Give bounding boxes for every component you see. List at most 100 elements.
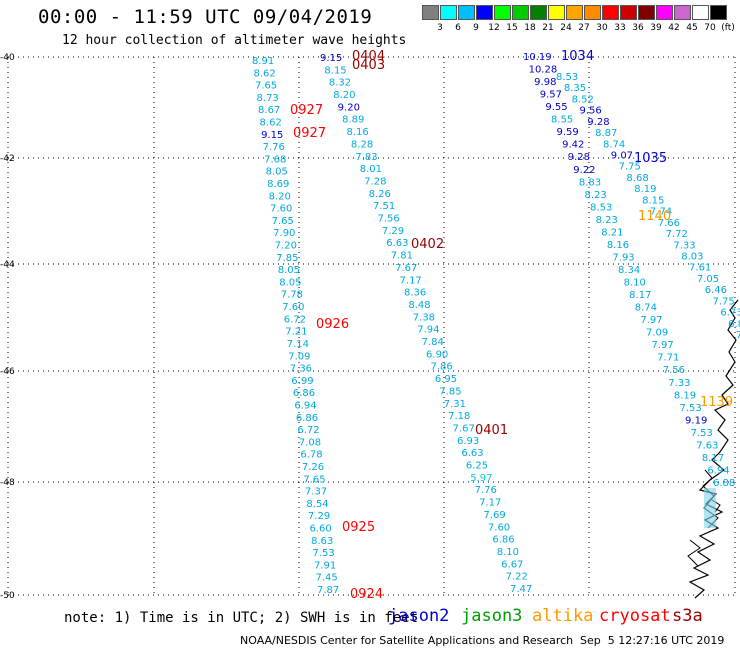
swh-reading: 7.75 — [713, 296, 735, 307]
swh-reading: 7.37 — [305, 487, 327, 498]
swh-reading: 6.67 — [501, 559, 523, 570]
swh-reading: 8.01 — [360, 164, 382, 175]
swh-reading: 6.81 — [728, 319, 740, 330]
swh-reading: 8.05 — [279, 277, 301, 288]
color-scale-label: 33 — [614, 23, 626, 33]
swh-reading: 8.19 — [634, 184, 656, 195]
swh-reading: 8.32 — [329, 78, 351, 89]
swh-reading: 8.53 — [556, 72, 578, 83]
swh-reading: 7.20 — [275, 241, 297, 252]
swh-reading: 7.68 — [264, 154, 286, 165]
swh-reading: 6.60 — [309, 523, 331, 534]
swh-reading: 7.29 — [382, 226, 404, 237]
swh-reading: 8.17 — [629, 290, 651, 301]
color-swatch — [530, 5, 547, 20]
map-subtitle: 12 hour collection of altimeter wave hei… — [62, 33, 407, 48]
swh-reading: 6.25 — [466, 461, 488, 472]
wave-height-map[interactable]: -90-87-84-81-78-75-40-42-44-46-48-508.91… — [0, 0, 740, 605]
swh-reading: 8.23 — [584, 190, 606, 201]
swh-reading: 7.63 — [696, 440, 718, 451]
lat-tick-label: -42 — [0, 154, 15, 164]
swh-reading: 7.75 — [619, 162, 641, 173]
swh-reading: 7.47 — [510, 584, 532, 595]
swh-reading: 9.59 — [557, 127, 579, 138]
legend-jason2: jason2 — [388, 606, 450, 626]
swh-reading: 7.60 — [488, 522, 510, 533]
swh-reading: 8.62 — [260, 118, 282, 129]
color-swatch — [494, 5, 511, 20]
swh-reading: 7.38 — [413, 312, 435, 323]
swh-reading: 9.28 — [587, 117, 609, 128]
color-swatch — [458, 5, 475, 20]
lat-tick-label: -46 — [0, 367, 15, 377]
swh-reading: 6.63 — [386, 238, 408, 249]
swh-reading: 8.23 — [596, 215, 618, 226]
generated-timestamp: Sep 5 12:27:16 UTC 2019 — [580, 634, 725, 647]
swh-reading: 7.26 — [302, 462, 324, 473]
pass-time-label: 0404 — [352, 49, 385, 64]
color-swatch — [692, 5, 709, 20]
swh-reading: 7.61 — [689, 263, 711, 274]
swh-reading: 6.63 — [461, 448, 483, 459]
pass-time-label: 0401 — [475, 423, 508, 438]
legend-altika: altika — [532, 606, 594, 626]
swh-reading: 7.53 — [312, 548, 334, 559]
swh-reading: 8.10 — [624, 278, 646, 289]
lat-tick-label: -44 — [0, 260, 15, 270]
legend-cryosat: cryosat — [599, 606, 671, 626]
swh-reading: 8.17 — [702, 453, 724, 464]
swh-reading: 8.05 — [266, 167, 288, 178]
swh-reading: 8.62 — [254, 68, 276, 79]
swh-reading: 8.28 — [351, 139, 373, 150]
swh-reading: 8.74 — [603, 139, 625, 150]
swh-reading: 6.90 — [426, 349, 448, 360]
swh-reading: 7.91 — [314, 560, 336, 571]
swh-reading: 8.15 — [642, 195, 664, 206]
color-scale-label: 27 — [578, 23, 590, 33]
swh-reading: 7.08 — [299, 437, 321, 448]
color-scale-label: 6 — [455, 23, 461, 33]
swh-reading: 6.86 — [293, 388, 315, 399]
color-scale-label: 21 — [542, 23, 554, 33]
color-scale-label: 24 — [560, 23, 572, 33]
swh-reading: 6.88 — [713, 478, 735, 489]
swh-reading: 8.36 — [404, 288, 426, 299]
color-swatch — [512, 5, 529, 20]
swh-reading: 8.73 — [257, 93, 279, 104]
swh-reading: 9.20 — [338, 102, 360, 113]
swh-reading: 6.95 — [435, 374, 457, 385]
swh-reading: 7.56 — [377, 214, 399, 225]
swh-reading: 6.86 — [296, 413, 318, 424]
swh-reading: 6.99 — [291, 376, 313, 387]
pass-time-label: 0926 — [316, 317, 349, 332]
swh-reading: 6.72 — [297, 425, 319, 436]
swh-reading: 8.67 — [258, 105, 280, 116]
color-scale-label: 45 — [686, 23, 698, 33]
swh-reading: 7.29 — [308, 511, 330, 522]
swh-reading: 7.22 — [506, 572, 528, 583]
swh-reading: 7.65 — [303, 474, 325, 485]
swh-reading: 8.34 — [618, 265, 640, 276]
swh-reading: 7.36 — [290, 364, 312, 375]
swh-reading: 7.21 — [285, 327, 307, 338]
swh-reading: 8.68 — [626, 173, 648, 184]
swh-reading: 7.76 — [475, 485, 497, 496]
pass-time-label: 1140 — [638, 209, 671, 224]
swh-reading: 7.72 — [666, 229, 688, 240]
color-swatch — [476, 5, 493, 20]
swh-reading: 8.26 — [369, 189, 391, 200]
color-swatch — [674, 5, 691, 20]
swh-reading: 6.86 — [492, 535, 514, 546]
swh-reading: 5.97 — [470, 473, 492, 484]
pass-time-label: 0403 — [352, 58, 385, 73]
swh-reading: 7.65 — [272, 216, 294, 227]
swh-reading: 7.56 — [663, 365, 685, 376]
swh-reading: 8.83 — [579, 177, 601, 188]
swh-reading: 8.20 — [269, 191, 291, 202]
swh-reading: 7.71 — [657, 353, 679, 364]
swh-reading: 6.46 — [705, 285, 727, 296]
swh-reading: 8.54 — [306, 499, 328, 510]
swh-reading: 8.89 — [342, 115, 364, 126]
swh-reading: 6.94 — [707, 465, 729, 476]
swh-reading: 8.16 — [347, 127, 369, 138]
